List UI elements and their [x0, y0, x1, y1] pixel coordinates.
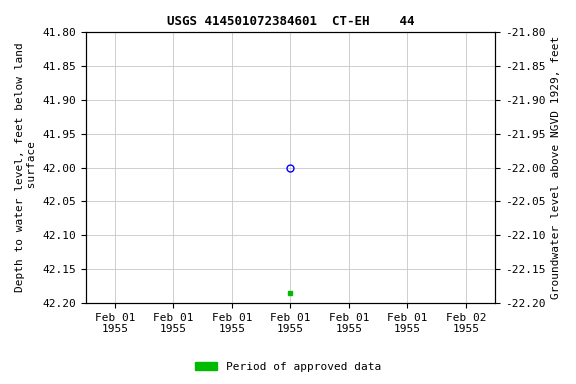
Y-axis label: Depth to water level, feet below land
 surface: Depth to water level, feet below land su… — [15, 43, 37, 292]
Title: USGS 414501072384601  CT-EH    44: USGS 414501072384601 CT-EH 44 — [166, 15, 414, 28]
Legend: Period of approved data: Period of approved data — [191, 358, 385, 377]
Y-axis label: Groundwater level above NGVD 1929, feet: Groundwater level above NGVD 1929, feet — [551, 36, 561, 299]
